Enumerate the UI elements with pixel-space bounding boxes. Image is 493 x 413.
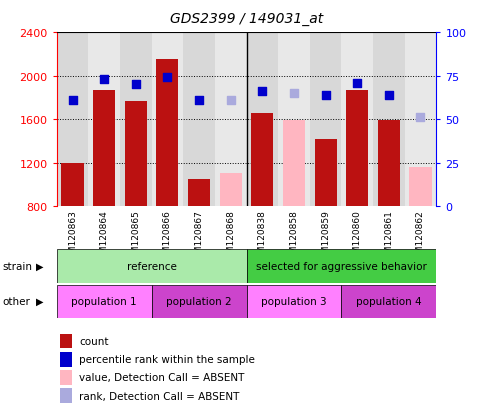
Text: reference: reference (127, 261, 176, 271)
Bar (57, 250, 246, 283)
Text: percentile rank within the sample: percentile rank within the sample (79, 354, 255, 364)
Bar (62, 163, 84, 206)
Text: count: count (79, 336, 109, 346)
Bar (246, 250, 436, 283)
Bar (246, 33, 278, 206)
Bar (61, 388, 72, 403)
Bar (125, 101, 147, 206)
Text: rank, Detection Call = ABSENT: rank, Detection Call = ABSENT (79, 391, 240, 401)
Bar (57, 33, 88, 206)
Bar (341, 33, 373, 206)
Bar (152, 285, 246, 318)
Bar (278, 33, 310, 206)
Bar (156, 60, 178, 206)
Point (258, 89, 266, 95)
Bar (183, 33, 215, 206)
Point (195, 97, 203, 104)
Text: population 3: population 3 (261, 297, 327, 306)
Bar (120, 33, 152, 206)
Bar (405, 33, 436, 206)
Bar (373, 33, 405, 206)
Bar (378, 121, 400, 206)
Bar (251, 113, 274, 206)
Bar (61, 352, 72, 367)
Bar (88, 33, 120, 206)
Point (132, 82, 140, 88)
Bar (315, 139, 337, 206)
Bar (346, 90, 368, 206)
Text: population 2: population 2 (166, 297, 232, 306)
Text: value, Detection Call = ABSENT: value, Detection Call = ABSENT (79, 373, 245, 382)
Point (69, 97, 76, 104)
Text: population 1: population 1 (71, 297, 137, 306)
Point (290, 90, 298, 97)
Text: population 4: population 4 (356, 297, 422, 306)
Bar (61, 370, 72, 385)
Bar (93, 90, 115, 206)
Point (385, 92, 393, 99)
Bar (152, 33, 183, 206)
Text: other: other (2, 297, 31, 306)
Bar (310, 33, 341, 206)
Point (353, 80, 361, 87)
Point (100, 76, 108, 83)
Bar (61, 334, 72, 349)
Point (164, 75, 172, 81)
Point (321, 92, 329, 99)
Bar (409, 168, 431, 206)
Bar (57, 285, 152, 318)
Point (417, 115, 424, 121)
Text: ▶: ▶ (35, 261, 43, 271)
Text: selected for aggressive behavior: selected for aggressive behavior (256, 261, 427, 271)
Bar (215, 33, 246, 206)
Point (227, 97, 235, 104)
Text: GDS2399 / 149031_at: GDS2399 / 149031_at (170, 12, 323, 26)
Bar (188, 179, 210, 206)
Bar (341, 285, 436, 318)
Text: strain: strain (2, 261, 33, 271)
Bar (219, 174, 242, 206)
Bar (246, 285, 341, 318)
Bar (283, 121, 305, 206)
Text: ▶: ▶ (35, 297, 43, 306)
